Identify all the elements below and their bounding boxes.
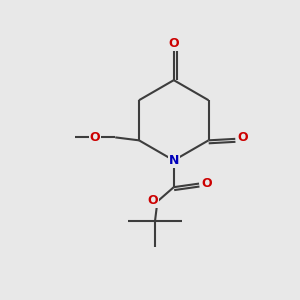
Text: O: O	[169, 38, 179, 50]
Text: N: N	[169, 154, 179, 167]
Text: O: O	[237, 131, 248, 145]
Text: O: O	[201, 177, 212, 190]
Text: O: O	[147, 194, 158, 207]
Text: O: O	[90, 131, 101, 144]
